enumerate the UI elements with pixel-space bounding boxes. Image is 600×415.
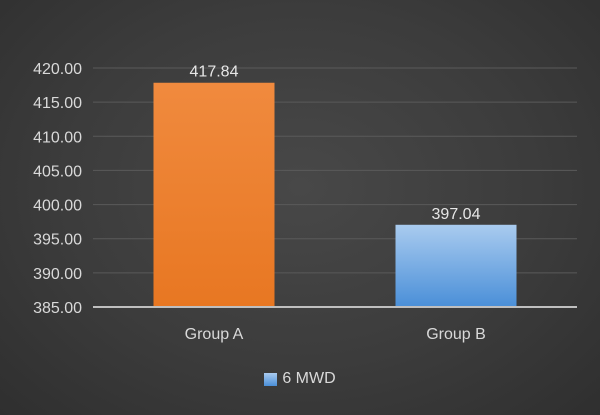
bar-group-a — [153, 82, 275, 307]
bars: 417.84 397.04 — [153, 64, 517, 307]
data-label: 397.04 — [432, 206, 481, 223]
y-tick-label: 405.00 — [33, 163, 82, 180]
y-tick-label: 420.00 — [33, 61, 82, 78]
y-tick-label: 395.00 — [33, 232, 82, 249]
data-label: 417.84 — [190, 64, 239, 81]
x-tick-label: Group B — [426, 326, 486, 343]
legend: 6 MWD — [0, 370, 600, 388]
y-tick-label: 390.00 — [33, 266, 82, 283]
x-tick-label: Group A — [185, 326, 244, 343]
y-tick-label: 415.00 — [33, 95, 82, 112]
legend-swatch-6-mwd — [264, 372, 278, 386]
y-tick-label: 385.00 — [33, 300, 82, 317]
y-axis: 385.00 390.00 395.00 400.00 405.00 410.00 415.… — [33, 61, 82, 317]
y-tick-label: 400.00 — [33, 198, 82, 215]
x-axis: Group A Group B — [93, 306, 577, 343]
legend-label: 6 MWD — [282, 370, 336, 387]
bar-group-b — [395, 224, 517, 307]
y-tick-label: 410.00 — [33, 129, 82, 146]
